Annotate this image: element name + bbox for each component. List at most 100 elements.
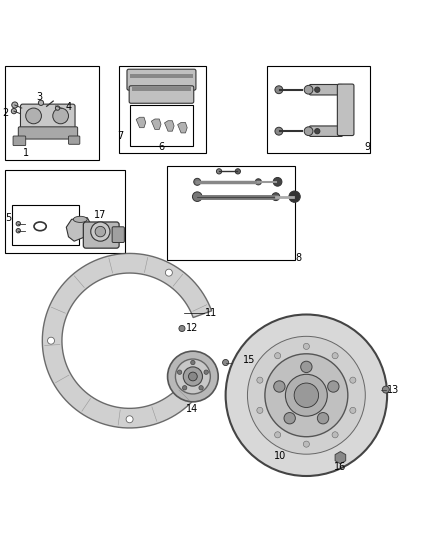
- Text: 3: 3: [36, 92, 42, 102]
- Circle shape: [177, 370, 182, 374]
- Circle shape: [275, 86, 283, 94]
- Circle shape: [273, 177, 282, 186]
- Circle shape: [284, 413, 295, 424]
- Text: 2: 2: [3, 108, 9, 118]
- Circle shape: [191, 360, 195, 365]
- FancyBboxPatch shape: [337, 84, 354, 135]
- Circle shape: [328, 381, 339, 392]
- Bar: [132, 87, 191, 91]
- Text: 8: 8: [296, 253, 302, 263]
- Circle shape: [194, 179, 201, 185]
- Circle shape: [286, 374, 327, 416]
- Text: 9: 9: [364, 142, 371, 152]
- Circle shape: [304, 127, 313, 135]
- Circle shape: [188, 372, 197, 381]
- Text: 13: 13: [387, 385, 399, 394]
- FancyBboxPatch shape: [83, 222, 119, 248]
- Circle shape: [382, 386, 389, 393]
- Circle shape: [223, 359, 229, 366]
- Circle shape: [16, 229, 21, 233]
- Circle shape: [304, 85, 313, 94]
- Circle shape: [91, 222, 110, 241]
- Circle shape: [16, 222, 21, 226]
- Circle shape: [314, 128, 320, 134]
- Text: 12: 12: [186, 324, 199, 334]
- Polygon shape: [42, 253, 212, 428]
- Circle shape: [176, 359, 210, 394]
- Text: 1: 1: [23, 148, 29, 158]
- Circle shape: [26, 108, 42, 124]
- Circle shape: [265, 354, 348, 437]
- Circle shape: [168, 351, 218, 402]
- Circle shape: [314, 87, 320, 92]
- Circle shape: [332, 432, 338, 438]
- Polygon shape: [177, 123, 187, 133]
- Bar: [12, 205, 79, 245]
- Circle shape: [166, 269, 173, 276]
- Circle shape: [255, 179, 261, 185]
- Circle shape: [39, 100, 44, 106]
- Circle shape: [48, 337, 54, 344]
- FancyBboxPatch shape: [68, 136, 80, 144]
- Circle shape: [95, 227, 106, 237]
- FancyBboxPatch shape: [309, 126, 343, 136]
- Circle shape: [274, 381, 285, 392]
- Circle shape: [216, 169, 222, 174]
- Text: 7: 7: [117, 131, 123, 141]
- FancyBboxPatch shape: [13, 136, 26, 146]
- Circle shape: [272, 193, 280, 200]
- Circle shape: [179, 326, 185, 332]
- Circle shape: [289, 191, 300, 203]
- Ellipse shape: [73, 216, 87, 222]
- Circle shape: [332, 353, 338, 359]
- Bar: [5, 171, 125, 253]
- Circle shape: [303, 441, 309, 447]
- Polygon shape: [335, 451, 346, 464]
- Polygon shape: [152, 119, 161, 130]
- Text: 17: 17: [94, 210, 106, 220]
- FancyBboxPatch shape: [21, 104, 75, 131]
- Circle shape: [192, 192, 202, 201]
- Polygon shape: [66, 217, 92, 241]
- Circle shape: [235, 169, 240, 174]
- Bar: [167, 166, 296, 260]
- Circle shape: [226, 314, 387, 476]
- Circle shape: [275, 353, 281, 359]
- Circle shape: [303, 343, 309, 350]
- Polygon shape: [165, 120, 174, 131]
- Text: 14: 14: [186, 404, 198, 414]
- Bar: [119, 66, 206, 153]
- Circle shape: [126, 416, 133, 423]
- FancyBboxPatch shape: [309, 85, 343, 95]
- Text: 5: 5: [5, 213, 11, 223]
- Circle shape: [183, 385, 187, 390]
- FancyBboxPatch shape: [112, 227, 124, 243]
- FancyBboxPatch shape: [127, 69, 196, 90]
- Bar: [130, 105, 193, 147]
- Circle shape: [275, 432, 281, 438]
- Circle shape: [257, 377, 263, 383]
- Circle shape: [247, 336, 365, 454]
- Circle shape: [294, 383, 318, 408]
- Circle shape: [257, 407, 263, 414]
- Circle shape: [12, 102, 18, 108]
- Bar: [267, 66, 370, 153]
- Bar: [5, 66, 99, 159]
- Bar: [130, 74, 193, 78]
- Circle shape: [53, 108, 68, 124]
- FancyBboxPatch shape: [129, 86, 194, 103]
- Circle shape: [55, 106, 60, 110]
- Circle shape: [350, 377, 356, 383]
- Text: 16: 16: [334, 462, 346, 472]
- Text: 6: 6: [159, 142, 165, 152]
- Text: 10: 10: [274, 451, 286, 461]
- Circle shape: [183, 367, 202, 386]
- Text: 4: 4: [65, 102, 71, 112]
- Circle shape: [275, 127, 283, 135]
- Text: 15: 15: [243, 356, 255, 365]
- Polygon shape: [136, 117, 146, 128]
- Circle shape: [301, 361, 312, 373]
- Circle shape: [204, 370, 208, 374]
- Circle shape: [11, 109, 17, 114]
- Circle shape: [199, 385, 203, 390]
